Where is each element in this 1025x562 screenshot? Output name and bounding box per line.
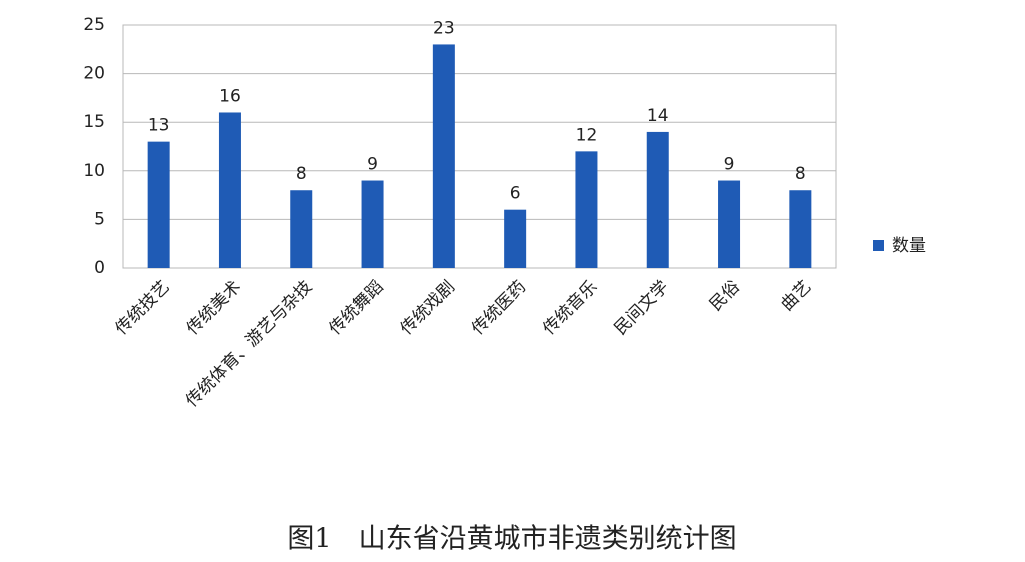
data-label: 16 xyxy=(219,86,241,106)
bar xyxy=(290,190,313,268)
bar xyxy=(718,180,741,268)
bar xyxy=(789,190,812,268)
bar xyxy=(575,151,598,268)
data-label: 14 xyxy=(647,106,669,126)
data-label: 9 xyxy=(724,155,735,175)
bar xyxy=(361,180,384,268)
chart-caption: 图1 山东省沿黄城市非遗类别统计图 xyxy=(287,524,736,555)
legend-swatch xyxy=(873,240,884,251)
data-label: 8 xyxy=(795,164,806,184)
y-tick-label: 10 xyxy=(83,161,105,181)
data-label: 23 xyxy=(433,18,455,38)
data-label: 9 xyxy=(367,155,378,175)
bar xyxy=(646,131,669,268)
bar xyxy=(218,112,241,268)
bar xyxy=(432,44,455,268)
y-tick-label: 25 xyxy=(83,15,105,35)
bar xyxy=(147,141,170,268)
data-label: 13 xyxy=(148,116,170,136)
bar xyxy=(504,209,527,268)
y-tick-label: 0 xyxy=(94,258,105,278)
y-tick-label: 20 xyxy=(83,64,105,84)
y-tick-label: 5 xyxy=(94,209,105,229)
data-label: 12 xyxy=(576,125,598,145)
data-label: 8 xyxy=(296,164,307,184)
y-tick-label: 15 xyxy=(83,112,105,132)
data-label: 6 xyxy=(510,184,521,204)
legend-label: 数量 xyxy=(892,236,926,256)
